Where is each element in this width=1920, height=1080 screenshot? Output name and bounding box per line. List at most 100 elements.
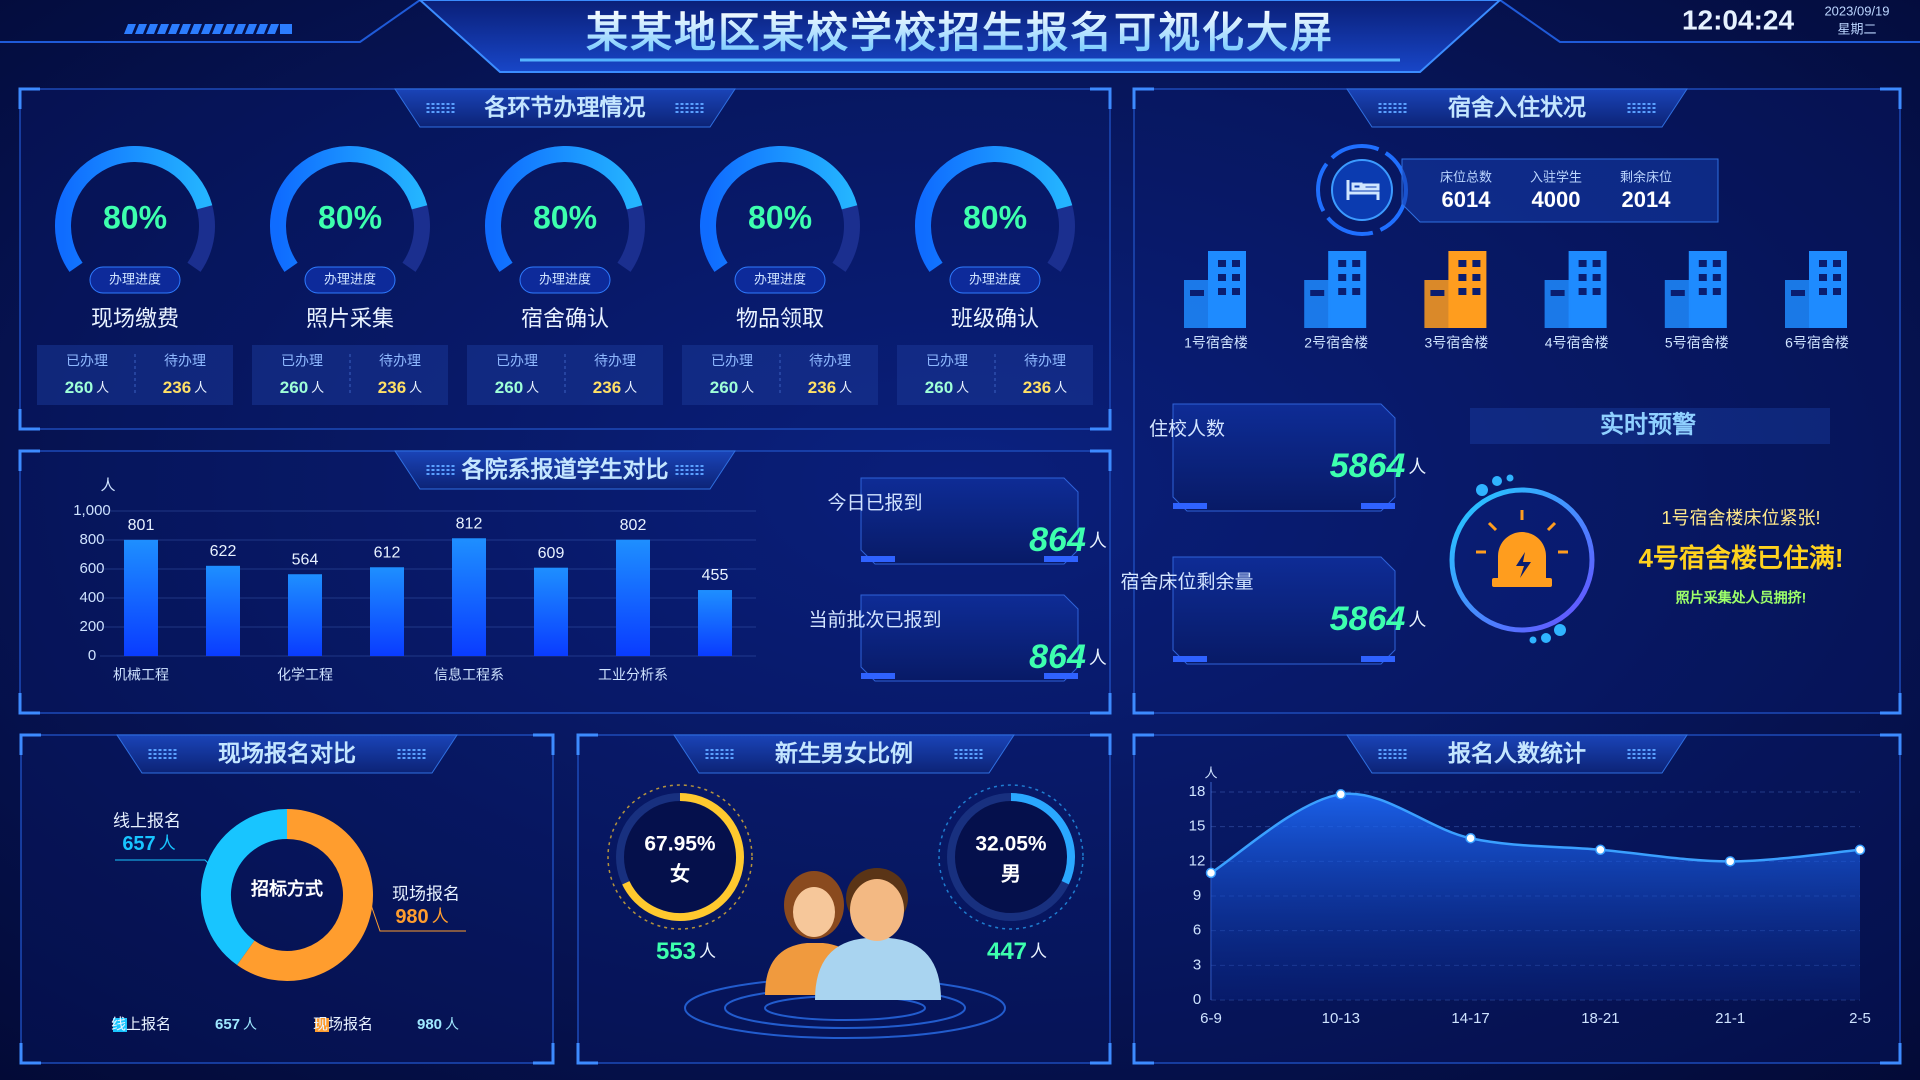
panel-title-dot — [1637, 111, 1641, 113]
panel-title: 现场报名对比 — [218, 740, 356, 766]
bar-value-label: 564 — [292, 551, 319, 568]
panel-title-dot — [1388, 103, 1392, 105]
panel-title-dot — [695, 465, 699, 467]
building-window — [1592, 260, 1601, 267]
panel-title-dot — [1647, 103, 1651, 105]
panel-title-dot — [407, 749, 411, 751]
panel-title-dot — [725, 757, 729, 759]
y-tick-label: 12 — [1189, 852, 1206, 869]
panel-title-dot — [715, 749, 719, 751]
panel-title-dot — [685, 469, 689, 471]
bar — [370, 567, 404, 656]
panel-title-dot — [168, 753, 172, 755]
panel-title-dot — [431, 111, 435, 113]
building-window — [1712, 274, 1721, 281]
building-low — [1664, 280, 1691, 328]
callout-value-unit: 人 — [432, 907, 449, 926]
panel-title-dot — [1652, 757, 1656, 759]
panel-title-dot — [173, 749, 177, 751]
done-count: 260 人 — [710, 378, 754, 397]
legend-swatch — [315, 1018, 329, 1032]
stage-name: 照片采集 — [306, 306, 394, 331]
pending-count: 236 人 — [1023, 378, 1067, 397]
gauge-pill — [519, 266, 611, 294]
gauge-pill — [89, 266, 181, 294]
panel-title-dot — [1378, 111, 1382, 113]
panel-title-dot — [1642, 103, 1646, 105]
panel-title-dot — [168, 749, 172, 751]
panel-title-dot — [397, 757, 401, 759]
panel-title-dot — [690, 465, 694, 467]
gauge-progress — [700, 146, 858, 272]
panel-title-dot — [441, 469, 445, 471]
legend-value-number: 980 — [417, 1016, 442, 1033]
panel-title-dot — [685, 111, 689, 113]
panel-title-dot — [680, 465, 684, 467]
stage-name: 班级确认 — [951, 306, 1039, 331]
panel-title-dot — [1388, 749, 1392, 751]
x-tick-label: 6-9 — [1200, 1010, 1222, 1027]
header-stripe — [124, 24, 136, 34]
info-box-accent — [861, 556, 895, 562]
gauge-value: 80% — [103, 199, 167, 235]
gauge-pill — [734, 266, 826, 294]
panel-title-dot — [1652, 107, 1656, 109]
panel-title-dot — [446, 473, 450, 475]
panel-title-dot — [690, 107, 694, 109]
panel-title-dot — [675, 107, 679, 109]
panel-title-dot — [1403, 103, 1407, 105]
panel-title-dot — [695, 111, 699, 113]
bar-value-label: 622 — [210, 543, 237, 560]
building-window — [1712, 260, 1721, 267]
panel-title-dot — [675, 469, 679, 471]
building-window — [1578, 260, 1587, 267]
panel-title-dot — [451, 465, 455, 467]
done-count-number: 260 — [65, 378, 93, 397]
panel-title-dot — [407, 753, 411, 755]
building-window — [1833, 288, 1841, 295]
y-tick-label: 200 — [79, 618, 104, 635]
building-window — [1472, 260, 1481, 267]
gauge-value: 80% — [318, 199, 382, 235]
panel-title-dot — [1627, 757, 1631, 759]
x-tick-label: 14-17 — [1451, 1010, 1489, 1027]
building-name: 3号宿舍楼 — [1425, 335, 1489, 351]
x-tick-label: 10-13 — [1322, 1010, 1360, 1027]
header-stripe-bar — [280, 24, 292, 34]
info-value-number: 5864 — [1330, 447, 1406, 485]
panel-title: 各环节办理情况 — [484, 94, 646, 120]
info-box-accent — [861, 673, 895, 679]
bar — [616, 539, 650, 656]
panel-title-dot — [441, 465, 445, 467]
panel-title-tab — [394, 88, 736, 128]
panel-title-dot — [695, 469, 699, 471]
panel-title-dot — [158, 753, 162, 755]
panel-title-dot — [1647, 757, 1651, 759]
info-box-accent — [1173, 503, 1207, 509]
building-window — [1592, 274, 1601, 281]
info-label: 住校人数 — [1149, 418, 1225, 440]
building-window — [1338, 274, 1347, 281]
dorm-stat-value: 4000 — [1532, 187, 1581, 212]
panel-title-dot — [1388, 757, 1392, 759]
done-count: 260 人 — [280, 378, 324, 397]
gauge-pill — [949, 266, 1041, 294]
gauge-value: 80% — [963, 199, 1027, 235]
building-tall — [1809, 251, 1847, 328]
legend-value: 657 人 — [215, 1016, 257, 1033]
panel-title-dot — [1632, 107, 1636, 109]
info-value-number: 864 — [1029, 521, 1086, 559]
alarm-bubble — [1476, 484, 1488, 496]
info-label: 宿舍床位剩余量 — [1120, 571, 1253, 593]
stage-name: 现场缴费 — [91, 306, 179, 331]
panel-title-dot — [1403, 753, 1407, 755]
panel-title-dot — [700, 111, 704, 113]
building-low — [1424, 280, 1451, 328]
panel-title-dot — [1652, 111, 1656, 113]
panel-title-dot — [675, 111, 679, 113]
panel-title-dot — [402, 753, 406, 755]
panel-title-dot — [700, 107, 704, 109]
panel-title-dot — [153, 749, 157, 751]
callout-line — [115, 859, 216, 871]
building-window — [1232, 260, 1240, 267]
